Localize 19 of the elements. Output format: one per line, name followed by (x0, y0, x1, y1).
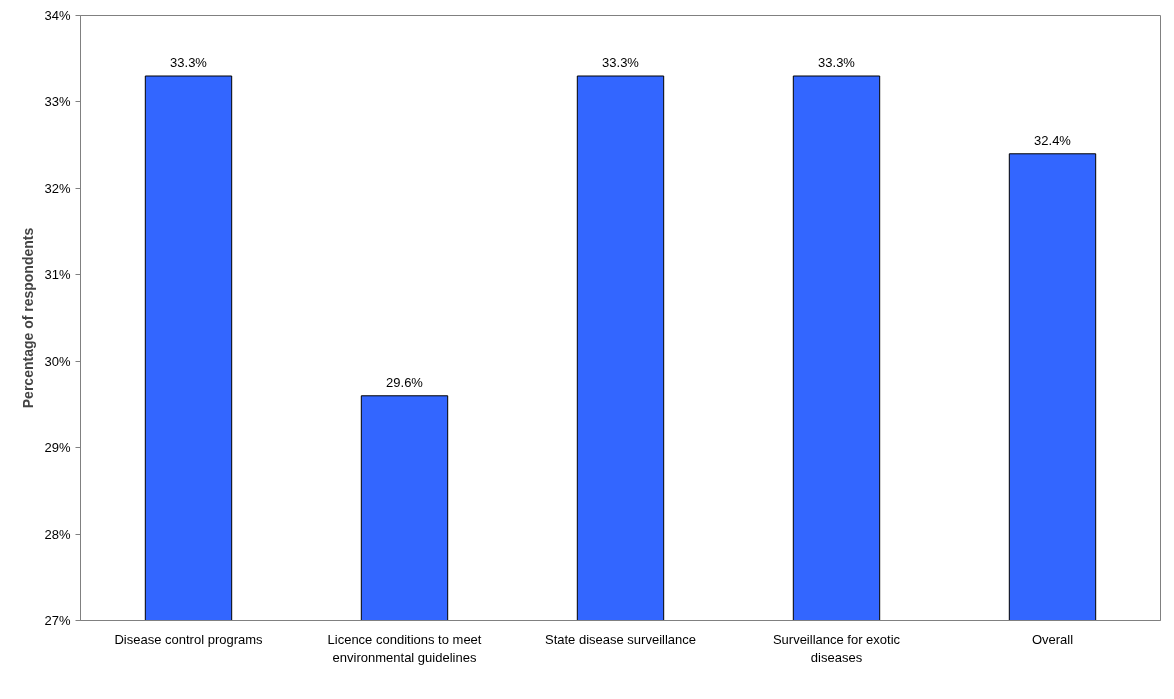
data-label: 33.3% (818, 55, 856, 70)
y-axis-title: Percentage of respondents (20, 227, 37, 409)
y-tick-label: 32% (44, 180, 71, 196)
y-tick-label: 27% (44, 613, 71, 628)
data-label: 33.3% (170, 55, 208, 70)
y-tick-label: 34% (44, 8, 71, 23)
x-tick-label: Disease control programs (114, 631, 264, 647)
y-tick-label: 33% (44, 94, 71, 110)
x-tick-label: State disease surveillance (544, 631, 697, 647)
x-tick-label: Surveillance for exotic diseases (772, 631, 901, 665)
x-tick-label: Overall (1031, 631, 1074, 647)
x-tick-label: Licence conditions to meet environmental guidelines (327, 631, 482, 665)
data-label: 32.4% (1034, 132, 1072, 148)
data-label: 29.6% (386, 374, 424, 390)
y-tick-label: 30% (44, 353, 71, 369)
y-tick-label: 28% (44, 526, 71, 542)
y-tick-label: 31% (44, 267, 71, 283)
y-tick-label: 29% (44, 440, 71, 456)
data-label: 33.3% (602, 55, 640, 70)
